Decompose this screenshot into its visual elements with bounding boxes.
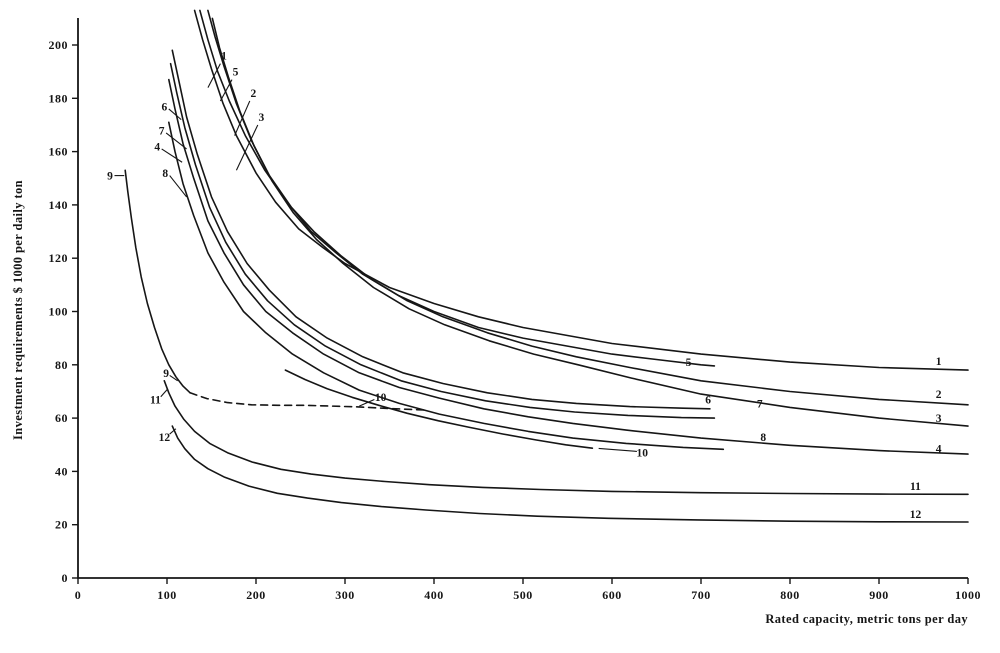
y-tick-label: 120 [49,251,69,265]
curve-label-6: 6 [161,101,167,113]
curve-label-11: 11 [150,394,161,406]
curve-label-4: 4 [936,444,942,456]
label-leader-line [160,388,169,398]
axes: 0 100 200 300 400 500 600 700 800 900 1000 0 20 40 60 8… [49,18,981,602]
x-axis-title: Rated capacity, metric tons per day [765,612,968,626]
curve-label-3: 3 [936,413,942,425]
x-tick-label: 200 [246,588,266,602]
x-tick-label: 900 [869,588,889,602]
y-axis-title: Investment requirements $ 1000 per daily… [11,180,25,440]
curve-label-4: 4 [154,141,160,153]
curve-2 [207,9,969,406]
x-tick-label: 1000 [955,588,981,602]
curve-label-1: 1 [936,356,942,368]
curve-label-3: 3 [258,112,264,124]
y-tick-label: 80 [55,358,68,372]
y-tick-label: 20 [55,518,68,532]
label-leader-line [168,108,182,121]
y-tick-label: 100 [49,305,69,319]
curve-4 [168,78,969,455]
label-leader-line [234,100,251,136]
curve-label-9: 9 [107,171,113,183]
curve-label-10: 10 [637,448,649,460]
label-leader-line [165,132,187,150]
label-leader-line [235,124,259,171]
curve-11 [163,380,969,496]
x-tick-label: 400 [424,588,444,602]
curve-label-5: 5 [233,67,239,79]
x-tick-label: 0 [75,588,82,602]
label-leader-line [161,148,183,163]
curve-12 [171,425,969,523]
y-tick-label: 40 [55,464,68,478]
curve-label-12: 12 [159,432,171,444]
y-tick-label: 180 [49,91,69,105]
label-leader-line [207,63,221,88]
curve-10 [284,369,594,449]
x-tick-label: 300 [335,588,355,602]
x-tick-label: 100 [157,588,177,602]
curve-7 [169,62,716,419]
y-tick-label: 160 [49,145,69,159]
curve-label-8: 8 [162,168,168,180]
curve-label-1: 1 [221,51,227,63]
curve-label-8: 8 [760,432,766,444]
curve-label-12: 12 [910,509,922,521]
curve-label-11: 11 [910,481,921,493]
y-tick-label: 200 [49,38,69,52]
x-tick-label: 700 [691,588,711,602]
curve-label-7: 7 [757,398,763,410]
curve-3 [211,17,969,427]
curve-label-6: 6 [705,394,711,406]
curve-label-5: 5 [686,357,692,369]
x-tick-label: 500 [513,588,533,602]
label-leader-line [169,375,178,382]
y-tick-label: 60 [55,411,68,425]
curve-6 [171,49,711,410]
label-leader-line [219,79,233,102]
curve-9 [124,169,191,394]
curve-label-2: 2 [250,88,256,100]
x-tick-label: 800 [780,588,800,602]
label-leader-line [598,447,637,452]
curve-label-2: 2 [936,389,942,401]
curve-9-dashed [189,392,428,411]
curve-1 [193,9,969,371]
label-leader-line [359,398,375,407]
x-tick-label: 600 [602,588,622,602]
curve-8 [168,121,725,451]
curve-5 [199,9,716,367]
curve-label-10: 10 [375,392,387,404]
y-tick-label: 140 [49,198,69,212]
y-tick-label: 0 [62,571,69,585]
label-leader-line [169,175,188,198]
curve-label-9: 9 [163,368,169,380]
curve-label-7: 7 [159,125,165,137]
label-leader-line [169,428,177,435]
